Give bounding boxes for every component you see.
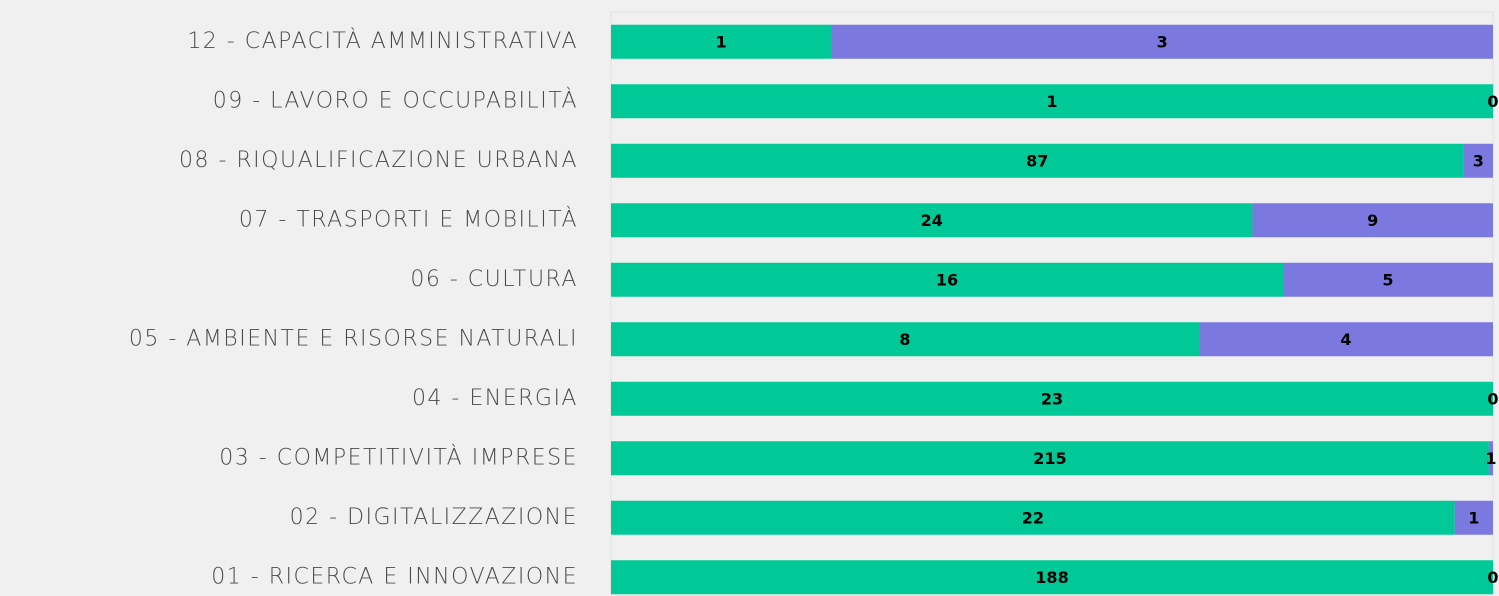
category-label: 01 - RICERCA E INNOVAZIONE <box>211 564 578 589</box>
bar-segment <box>611 560 1493 595</box>
value-label: 8 <box>899 330 910 349</box>
value-label: 3 <box>1157 32 1168 51</box>
category-label: 06 - CULTURA <box>410 267 578 292</box>
category-label: 05 - AMBIENTE E RISORSE NATURALI <box>129 326 578 351</box>
value-label: 0 <box>1487 568 1498 587</box>
value-label: 1 <box>1046 92 1057 111</box>
value-label: 3 <box>1473 151 1484 170</box>
value-label: 4 <box>1340 330 1351 349</box>
value-label: 87 <box>1026 151 1048 170</box>
value-label: 5 <box>1382 270 1393 289</box>
bar-segment <box>611 143 1464 178</box>
category-label: 08 - RIQUALIFICAZIONE URBANA <box>179 148 578 173</box>
value-label: 1 <box>716 32 727 51</box>
category-label: 03 - COMPETITIVITÀ IMPRESE <box>219 444 578 470</box>
value-label: 9 <box>1367 211 1378 230</box>
bar-segment <box>1463 143 1493 178</box>
value-label: 1 <box>1468 508 1479 527</box>
value-label: 188 <box>1035 568 1068 587</box>
bar-segment <box>1454 500 1493 535</box>
category-label: 02 - DIGITALIZZAZIONE <box>290 505 578 530</box>
value-label: 0 <box>1487 389 1498 408</box>
plot-frame <box>610 11 1494 596</box>
category-label: 12 - CAPACITÀ AMMINISTRATIVA <box>187 28 578 54</box>
bar-segment <box>1488 441 1493 476</box>
bar-segment <box>611 322 1199 357</box>
bar-segment <box>831 24 1493 59</box>
bar-segment <box>611 381 1493 416</box>
value-label: 24 <box>921 211 943 230</box>
category-label: 09 - LAVORO E OCCUPABILITÀ <box>213 87 578 113</box>
value-label: 23 <box>1041 389 1063 408</box>
bar-segment <box>611 203 1253 238</box>
bar-segment <box>611 262 1283 297</box>
value-label: 215 <box>1033 449 1066 468</box>
bar-segment <box>1199 322 1493 357</box>
category-label: 04 - ENERGIA <box>412 386 578 411</box>
bar-segment <box>611 441 1489 476</box>
value-label: 1 <box>1485 449 1496 468</box>
category-label: 07 - TRASPORTI E MOBILITÀ <box>239 206 578 232</box>
value-label: 16 <box>936 270 958 289</box>
value-label: 0 <box>1487 92 1498 111</box>
bar-segment <box>611 500 1455 535</box>
bar-segment <box>611 24 832 59</box>
value-label: 22 <box>1022 508 1044 527</box>
bar-segment <box>1252 203 1493 238</box>
bar-segment <box>611 84 1493 119</box>
bar-segment <box>1283 262 1493 297</box>
